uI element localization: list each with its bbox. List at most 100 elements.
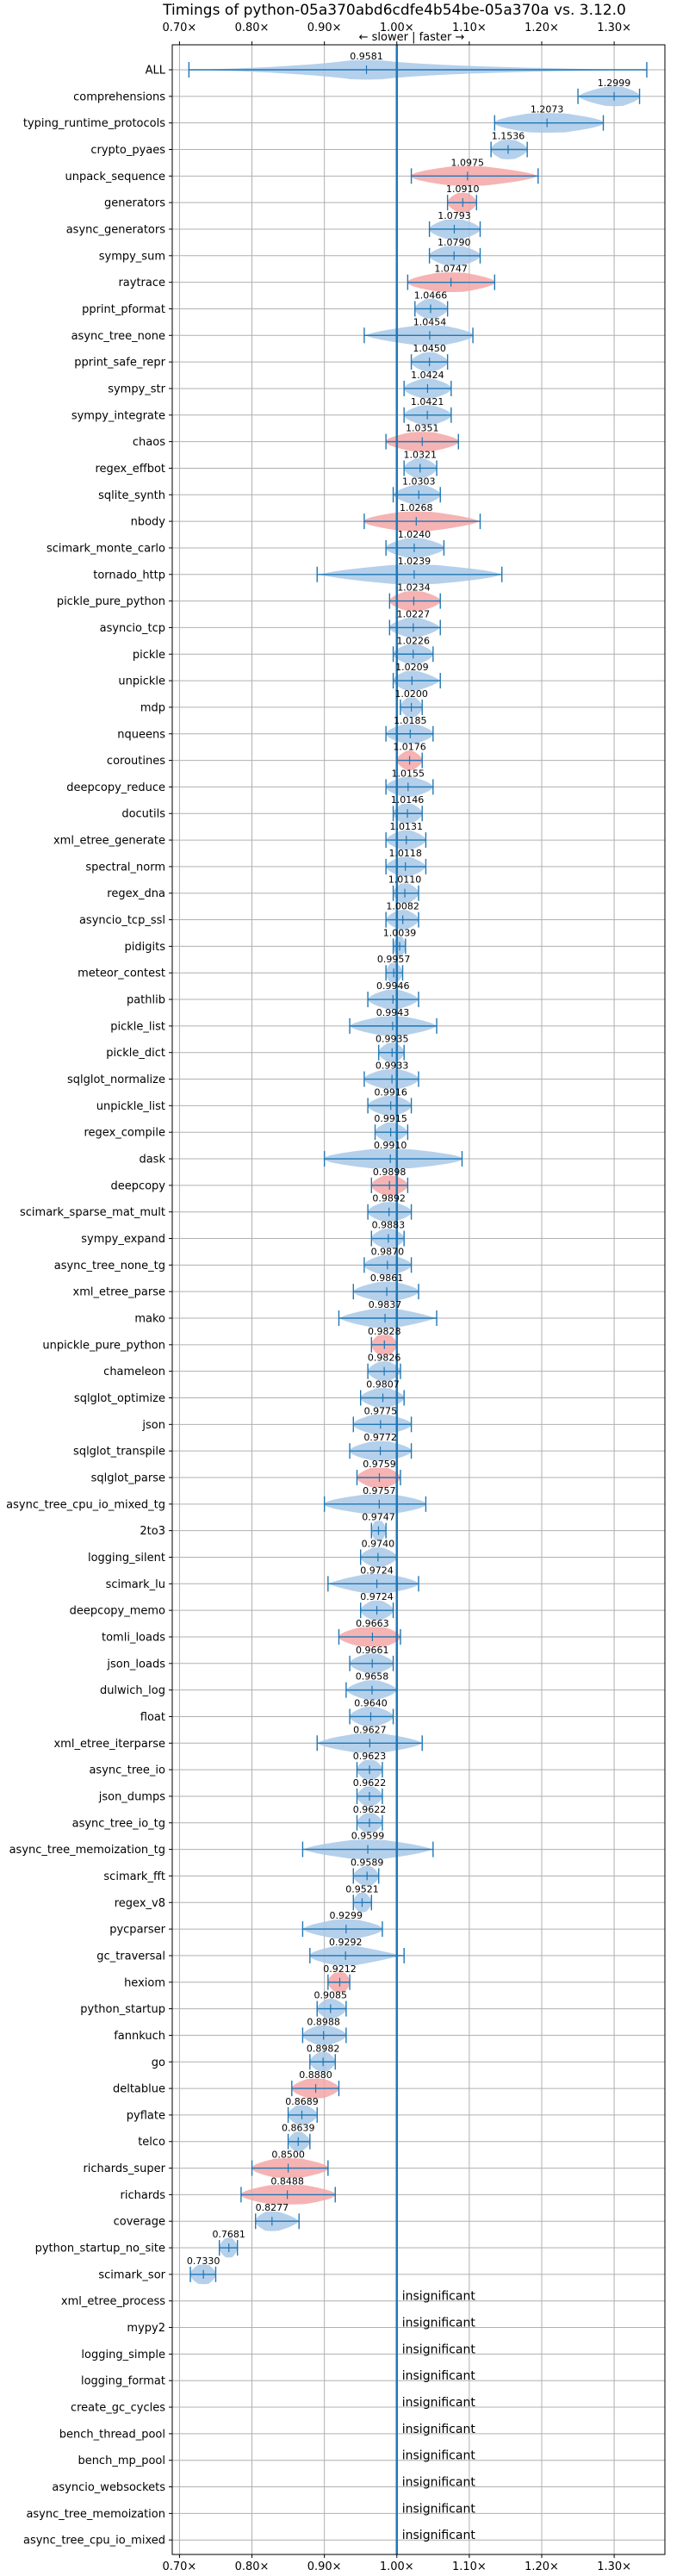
- value-label: 1.0209: [395, 662, 429, 673]
- value-label: 1.0450: [413, 343, 446, 354]
- value-label: 0.9589: [351, 1857, 384, 1868]
- category-label: regex_effbot: [95, 463, 165, 476]
- category-label: meteor_contest: [78, 968, 165, 980]
- category-label: regex_v8: [115, 1897, 165, 1910]
- category-label: async_generators: [66, 223, 166, 236]
- category-label: deepcopy_reduce: [66, 781, 165, 794]
- value-label: 0.9837: [369, 1299, 402, 1310]
- category-label: pidigits: [125, 941, 166, 954]
- category-label: spectral_norm: [85, 861, 165, 874]
- category-label: unpickle_pure_python: [42, 1339, 165, 1352]
- category-label: asyncio_tcp_ssl: [79, 914, 165, 927]
- category-label: asyncio_tcp: [100, 622, 165, 635]
- value-label: 0.9861: [370, 1272, 404, 1284]
- value-label: 0.9292: [329, 1937, 363, 1948]
- value-label: 0.9757: [363, 1485, 396, 1496]
- category-label: bench_thread_pool: [59, 2428, 165, 2441]
- y-axis-categories: ALL comprehensions typing_runtime_protocol…: [6, 65, 166, 2548]
- x-tick-label-bottom: 1.10×: [452, 2560, 487, 2573]
- category-label: deltablue: [113, 2083, 165, 2096]
- value-label: 0.9299: [330, 1910, 363, 1921]
- value-label: 0.9724: [360, 1591, 394, 1602]
- category-label: create_gc_cycles: [71, 2402, 165, 2415]
- category-label: hexiom: [124, 1976, 165, 1989]
- value-label: 0.8880: [299, 2069, 332, 2081]
- category-label: sympy_expand: [81, 1233, 165, 1246]
- value-label: 1.0454: [413, 316, 447, 327]
- value-label: 1.0466: [414, 289, 448, 301]
- value-label: 1.0110: [388, 874, 422, 886]
- value-label: 0.8988: [307, 2016, 340, 2027]
- value-label: 0.9772: [363, 1432, 397, 1443]
- value-label: 1.0226: [397, 635, 431, 646]
- category-label: go: [152, 2056, 165, 2069]
- value-label: 0.9627: [353, 1724, 387, 1735]
- value-label: 0.9915: [374, 1113, 407, 1124]
- value-label: 0.9957: [377, 954, 411, 965]
- category-label: dask: [139, 1154, 165, 1167]
- value-label: 0.9212: [323, 1963, 357, 1975]
- category-label: pickle_pure_python: [57, 595, 165, 608]
- value-label: 1.0351: [406, 423, 439, 434]
- insignificant-label: insignificant: [402, 2317, 476, 2330]
- category-label: ALL: [146, 65, 166, 78]
- category-label: generators: [104, 197, 165, 210]
- x-tick-label-bottom: 0.70×: [162, 2560, 196, 2573]
- value-label: 1.0131: [390, 821, 424, 832]
- value-labels: 0.9581 1.2999 1.2073 1.1536 1.0975 1.0910 1.07…: [187, 51, 630, 2542]
- insignificant-label: insignificant: [402, 2449, 476, 2463]
- value-label: 0.9826: [368, 1353, 401, 1364]
- value-label: 1.2073: [531, 104, 564, 115]
- insignificant-label: insignificant: [402, 2290, 476, 2304]
- value-label: 0.9935: [376, 1034, 409, 1045]
- category-label: deepcopy_memo: [70, 1605, 165, 1618]
- value-label: 1.0910: [446, 184, 480, 195]
- category-label: comprehensions: [73, 90, 165, 103]
- value-label: 1.2999: [598, 78, 631, 89]
- value-label: 1.0421: [411, 396, 444, 408]
- value-label: 0.9658: [356, 1671, 389, 1683]
- value-label: 1.0176: [393, 742, 426, 753]
- value-label: 0.9661: [356, 1645, 389, 1656]
- violins: [188, 45, 648, 2554]
- insignificant-label: insignificant: [402, 2396, 476, 2410]
- category-label: sympy_str: [108, 383, 165, 395]
- value-label: 0.9828: [368, 1326, 401, 1337]
- value-label: 0.9622: [353, 1804, 387, 1815]
- category-label: pathlib: [127, 994, 165, 1007]
- value-label: 0.9622: [353, 1777, 387, 1789]
- value-label: 0.9640: [354, 1697, 388, 1708]
- value-label: 1.0424: [411, 370, 444, 381]
- value-label: 1.0039: [383, 927, 417, 938]
- direction-label: ← slower | faster →: [359, 31, 465, 44]
- category-label: xml_etree_iterparse: [53, 1738, 165, 1751]
- category-label: sympy_integrate: [71, 409, 165, 422]
- category-label: scimark_fft: [103, 1870, 165, 1883]
- x-tick-label-bottom: 0.80×: [235, 2560, 270, 2573]
- value-label: 0.8982: [307, 2043, 340, 2054]
- value-label: 1.0146: [391, 794, 425, 806]
- category-label: nbody: [131, 516, 166, 529]
- category-label: scimark_lu: [106, 1578, 165, 1591]
- value-label: 1.0234: [397, 582, 431, 594]
- insignificant-label: insignificant: [402, 2343, 476, 2356]
- category-label: pickle: [133, 649, 165, 662]
- value-label: 1.0227: [397, 608, 431, 619]
- value-label: 1.0793: [438, 210, 471, 221]
- value-label: 1.0268: [400, 502, 433, 513]
- insignificant-label: insignificant: [402, 2529, 476, 2542]
- category-label: tornado_http: [93, 569, 165, 582]
- value-label: 0.8277: [256, 2202, 289, 2213]
- category-label: unpickle: [118, 675, 165, 688]
- category-label: async_tree_memoization: [26, 2508, 165, 2521]
- category-label: regex_compile: [84, 1127, 165, 1140]
- category-label: xml_etree_process: [61, 2295, 165, 2308]
- x-tick-label-bottom: 1.00×: [380, 2560, 414, 2573]
- value-label: 0.9807: [366, 1379, 400, 1391]
- category-label: telco: [138, 2136, 165, 2149]
- category-label: fannkuch: [114, 2030, 165, 2043]
- value-label: 0.9933: [376, 1061, 409, 1072]
- x-tick-label-bottom: 0.90×: [307, 2560, 342, 2573]
- x-tick-label-top: 1.10×: [452, 22, 487, 34]
